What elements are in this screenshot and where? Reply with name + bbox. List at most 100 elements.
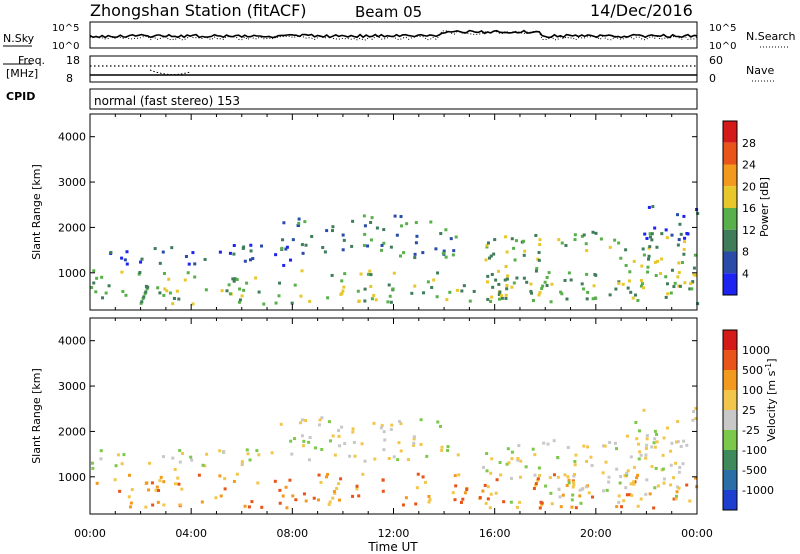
scatter-cell <box>139 301 143 305</box>
scatter-cell <box>301 251 305 255</box>
scatter-cell <box>502 500 506 504</box>
scatter-cell <box>387 457 391 461</box>
scatter-cell <box>485 452 489 456</box>
scatter-cell <box>542 441 546 445</box>
scatter-cell <box>512 246 516 250</box>
scatter-cell <box>677 284 681 288</box>
scatter-cell <box>340 291 344 295</box>
scatter-cell <box>571 485 575 489</box>
scatter-cell <box>669 449 673 453</box>
scatter-cell <box>142 295 146 299</box>
scatter-cell <box>399 449 403 453</box>
scatter-cell <box>601 444 605 448</box>
scatter-cell <box>623 474 627 478</box>
scatter-cell <box>187 262 191 266</box>
colorbar-tick: 1000 <box>742 344 770 357</box>
scatter-cell <box>545 284 549 288</box>
scatter-cell <box>665 282 669 286</box>
scatter-cell <box>440 448 444 452</box>
scatter-cell <box>589 455 593 459</box>
scatter-cell <box>580 282 584 286</box>
scatter-cell <box>529 289 533 293</box>
scatter-cell <box>648 232 652 236</box>
scatter-cell <box>379 426 383 430</box>
scatter-cell <box>399 215 403 219</box>
colorbar-cell <box>723 251 737 274</box>
scatter-cell <box>355 484 359 488</box>
colorbar-tick: 16 <box>742 202 756 215</box>
scatter-cell <box>653 226 657 230</box>
scatter-cell <box>622 499 626 503</box>
scatter-cell <box>442 249 446 253</box>
scatter-cell <box>249 249 253 253</box>
scatter-cell <box>579 501 583 505</box>
scatter-cell <box>113 478 117 482</box>
scatter-cell <box>674 497 678 501</box>
scatter-cell <box>674 494 678 498</box>
scatter-cell <box>201 463 205 467</box>
scatter-cell <box>156 500 160 504</box>
scatter-cell <box>578 494 582 498</box>
scatter-cell <box>666 292 670 296</box>
scatter-cell <box>232 252 236 256</box>
scatter-cell <box>573 459 577 463</box>
colorbar-tick: 20 <box>742 180 756 193</box>
scatter-cell <box>176 476 180 480</box>
scatter-cell <box>120 462 124 466</box>
scatter-cell <box>163 287 167 291</box>
scatter-cell <box>549 491 553 495</box>
scatter-cell <box>318 423 322 427</box>
scatter-cell <box>486 297 490 301</box>
scatter-cell <box>413 256 417 260</box>
scatter-cell <box>500 296 504 300</box>
scatter-cell <box>522 253 526 257</box>
scatter-cell <box>514 239 518 243</box>
scatter-cell <box>512 281 516 285</box>
scatter-cell <box>427 500 431 504</box>
scatter-cell <box>227 283 231 287</box>
scatter-cell <box>245 281 249 285</box>
scatter-cell <box>414 502 418 506</box>
scatter-cell <box>273 479 277 483</box>
scatter-cell <box>617 280 621 284</box>
scatter-cell <box>118 489 122 493</box>
scatter-cell <box>534 233 538 237</box>
scatter-cell <box>399 422 403 426</box>
scatter-cell <box>299 294 303 298</box>
scatter-cell <box>497 269 501 273</box>
scatter-cell <box>552 473 556 477</box>
colorbar-frame <box>722 329 738 511</box>
scatter-cell <box>617 241 621 245</box>
scatter-cell <box>342 285 346 289</box>
scatter-cell <box>446 445 450 449</box>
scatter-cell <box>621 282 625 286</box>
colorbar-cell <box>723 390 737 410</box>
scatter-cell <box>177 482 181 486</box>
scatter-cell <box>461 497 465 501</box>
scatter-cell <box>661 467 665 471</box>
scatter-cell <box>530 291 534 295</box>
scatter-cell <box>340 279 344 283</box>
scatter-cell <box>632 465 636 469</box>
scatter-cell <box>509 500 513 504</box>
scatter-cell <box>183 278 187 282</box>
freq-label: Freq. <box>18 54 45 67</box>
scatter-cell <box>519 459 523 463</box>
scatter-cell <box>677 271 681 275</box>
scatter-cell <box>510 457 514 461</box>
scatter-cell <box>313 446 317 450</box>
scatter-cell <box>330 229 334 233</box>
scatter-cell <box>524 465 528 469</box>
scatter-cell <box>114 464 118 468</box>
scatter-cell <box>300 269 304 273</box>
scatter-cell <box>582 287 586 291</box>
scatter-cell <box>650 465 654 469</box>
scatter-cell <box>235 472 239 476</box>
scatter-cell <box>120 256 124 260</box>
scatter-cell <box>485 469 489 473</box>
scatter-cell <box>189 455 193 459</box>
scatter-cell <box>161 455 165 459</box>
scatter-cell <box>648 235 652 239</box>
scatter-cell <box>240 462 244 466</box>
